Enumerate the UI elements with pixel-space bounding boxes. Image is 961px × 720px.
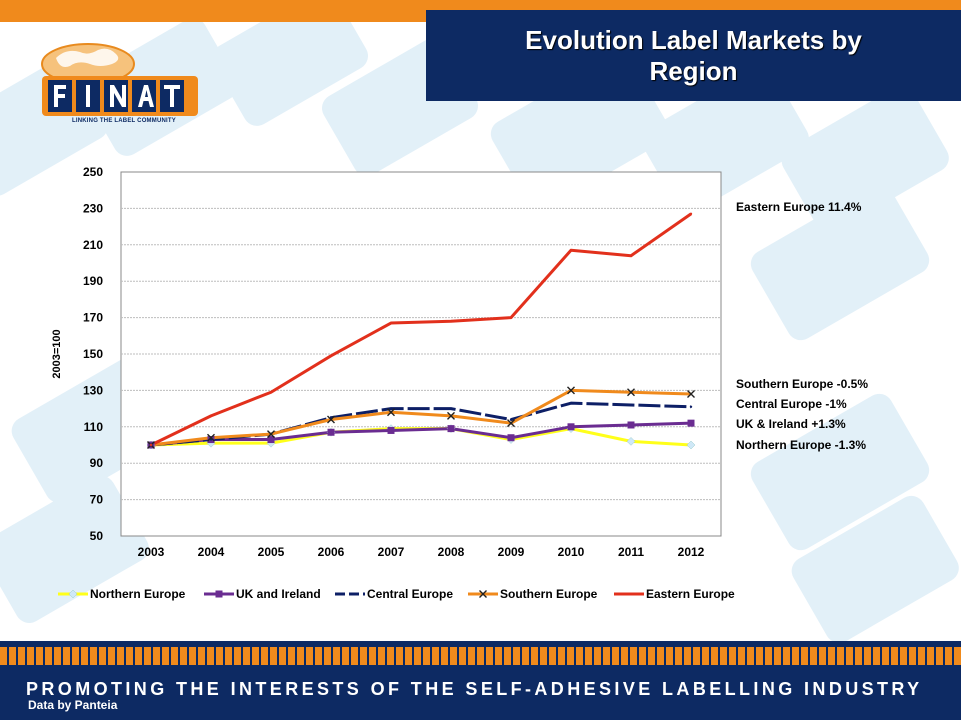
y-tick-label: 190 — [83, 274, 103, 288]
point-central-europe — [689, 405, 693, 408]
point-eastern-europe — [329, 354, 333, 358]
logo-letters — [54, 85, 180, 107]
annotation-central-europe: Central Europe -1% — [736, 397, 847, 411]
point-eastern-europe — [689, 212, 693, 216]
point-uk-and-ireland — [687, 419, 695, 427]
y-tick-label: 210 — [83, 238, 103, 252]
series-line-eastern-europe — [150, 212, 692, 447]
point-eastern-europe — [269, 391, 273, 394]
footer-banner — [0, 665, 961, 720]
legend-marker-uk-and-ireland — [215, 590, 223, 598]
point-central-europe — [449, 407, 453, 410]
x-tick-label: 2006 — [318, 545, 345, 559]
point-southern-europe — [627, 388, 635, 397]
legend-marker-northern-europe — [68, 589, 78, 599]
x-tick-label: 2004 — [198, 545, 225, 559]
point-uk-and-ireland — [447, 425, 455, 433]
slide-title: Evolution Label Markets by Region — [525, 24, 862, 86]
x-tick-label: 2012 — [678, 545, 705, 559]
point-southern-europe — [387, 408, 395, 417]
x-axis-ticks: 2003 2004 2005 2006 2007 2008 2009 2010 2011 2012 — [138, 545, 705, 559]
y-tick-label: 170 — [83, 311, 103, 325]
point-uk-and-ireland — [327, 428, 335, 436]
point-central-europe — [509, 418, 513, 421]
gridlines — [121, 207, 721, 501]
y-tick-label: 230 — [83, 201, 103, 215]
legend-label-northern-europe: Northern Europe — [90, 587, 186, 601]
legend-marker-southern-europe — [479, 590, 487, 598]
point-eastern-europe — [149, 443, 153, 447]
point-southern-europe — [447, 411, 455, 420]
annotation-southern-europe: Southern Europe -0.5% — [736, 377, 869, 391]
series-line-southern-europe — [150, 388, 692, 447]
point-eastern-europe — [449, 320, 453, 323]
legend-label-southern-europe: Southern Europe — [500, 587, 598, 601]
y-tick-label: 70 — [90, 493, 104, 507]
x-tick-label: 2005 — [258, 545, 285, 559]
annotation-eastern-europe: Eastern Europe 11.4% — [736, 200, 862, 214]
point-uk-and-ireland — [267, 436, 275, 444]
point-southern-europe — [207, 433, 215, 442]
legend-label-uk-and-ireland: UK and Ireland — [236, 587, 321, 601]
y-tick-label: 150 — [83, 347, 103, 361]
x-tick-label: 2007 — [378, 545, 405, 559]
series-line-uk-and-ireland — [150, 421, 692, 447]
footer-banner-text: PROMOTING THE INTERESTS OF THE SELF-ADHE… — [26, 679, 923, 699]
point-uk-and-ireland — [567, 423, 575, 431]
point-southern-europe — [567, 386, 575, 395]
x-tick-label: 2008 — [438, 545, 465, 559]
legend-label-central-europe: Central Europe — [367, 587, 453, 601]
point-central-europe — [389, 407, 393, 410]
point-southern-europe — [687, 390, 695, 399]
annotation-northern-europe: Northern Europe -1.3% — [736, 438, 867, 452]
point-uk-and-ireland — [507, 434, 515, 442]
y-axis-label: 2003=100 — [51, 329, 63, 378]
series-lines — [150, 212, 692, 447]
finat-logo — [41, 43, 198, 116]
x-tick-label: 2009 — [498, 545, 525, 559]
y-axis-ticks: 50 70 90 110 130 150 170 190 210 230 250 — [83, 165, 103, 543]
point-eastern-europe — [509, 316, 513, 319]
series-markers — [146, 212, 696, 450]
point-eastern-europe — [389, 321, 393, 325]
point-central-europe — [629, 403, 633, 407]
legend-label-eastern-europe: Eastern Europe — [646, 587, 735, 601]
point-southern-europe — [267, 430, 275, 439]
chart-legend: Northern Europe UK and Ireland Central Eur… — [58, 587, 735, 601]
title-banner: Evolution Label Markets by Region — [426, 10, 961, 101]
y-tick-label: 50 — [90, 529, 104, 543]
point-uk-and-ireland — [387, 426, 395, 434]
annotation-uk-ireland: UK & Ireland +1.3% — [736, 417, 846, 431]
point-uk-and-ireland — [627, 421, 635, 429]
footer-stripe-edge — [0, 641, 961, 647]
y-tick-label: 90 — [90, 456, 104, 470]
x-tick-label: 2003 — [138, 545, 165, 559]
x-tick-label: 2010 — [558, 545, 585, 559]
data-credit: Data by Panteia — [28, 698, 118, 712]
logo-tagline: LINKING THE LABEL COMMUNITY — [72, 118, 176, 124]
y-tick-label: 250 — [83, 165, 103, 179]
y-tick-label: 110 — [84, 420, 104, 434]
point-eastern-europe — [629, 254, 633, 257]
point-northern-europe — [626, 437, 636, 446]
point-eastern-europe — [569, 249, 573, 252]
point-eastern-europe — [209, 414, 213, 418]
point-southern-europe — [327, 415, 335, 424]
point-southern-europe — [507, 419, 515, 428]
point-northern-europe — [686, 440, 696, 450]
y-tick-label: 130 — [83, 383, 103, 397]
x-tick-label: 2011 — [618, 545, 644, 559]
point-central-europe — [569, 401, 573, 405]
